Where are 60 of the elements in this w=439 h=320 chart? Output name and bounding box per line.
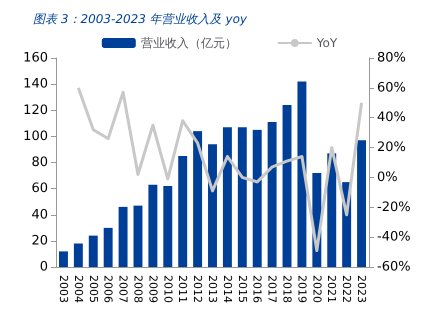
y2-tick-label: 80%	[377, 50, 406, 66]
x-tick-label: 2014	[220, 275, 234, 303]
y-tick-label: 100	[23, 128, 48, 144]
y-tick-label: 20	[31, 233, 48, 248]
bar	[104, 228, 113, 267]
x-tick-label: 2018	[280, 275, 294, 303]
x-tick-label: 2010	[161, 275, 174, 303]
y2-tick-label: 0%	[377, 170, 398, 185]
bar	[252, 130, 262, 267]
bar	[88, 236, 98, 267]
bar	[357, 140, 366, 267]
x-tick-label: 2012	[191, 275, 204, 303]
x-tick-label: 2006	[102, 275, 115, 303]
bar	[148, 184, 158, 267]
bar	[134, 206, 142, 267]
x-tick-label: 2008	[131, 275, 144, 303]
x-tick-label: 2007	[116, 275, 130, 303]
bar	[222, 127, 232, 267]
bar	[163, 186, 172, 267]
legend-label: YoY	[316, 36, 338, 50]
x-tick-label: 2009	[146, 275, 160, 303]
x-tick-label: 2021	[325, 275, 338, 303]
y2-tick-label: -60%	[377, 260, 411, 274]
x-tick-label: 2005	[86, 275, 100, 303]
y-tick-label: 40	[31, 207, 48, 222]
bar	[208, 144, 217, 267]
bar	[178, 156, 188, 267]
bar	[118, 206, 128, 267]
x-tick-label: 2004	[72, 275, 85, 303]
y-tick-label: 80	[31, 155, 48, 170]
x-tick-label: 2023	[355, 275, 368, 303]
bar	[238, 127, 247, 267]
y-tick-label: 160	[23, 50, 48, 66]
y-tick-label: 140	[23, 76, 48, 92]
bar	[74, 243, 83, 267]
y2-tick-label: -40%	[377, 230, 411, 245]
y-tick-label: 120	[23, 102, 48, 118]
y2-tick-label: 60%	[377, 80, 406, 96]
legend-label: 营业收入（亿元）	[140, 36, 237, 50]
x-tick-label: 2003	[56, 275, 70, 303]
y2-tick-label: 20%	[377, 140, 406, 156]
x-tick-label: 2019	[295, 275, 308, 303]
y-tick-label: 60	[31, 181, 48, 196]
bar	[268, 122, 277, 267]
x-tick-label: 2015	[236, 275, 249, 303]
bar	[58, 251, 68, 267]
x-tick-label: 2011	[176, 275, 190, 303]
x-tick-label: 2013	[206, 275, 219, 303]
x-tick-label: 2020	[310, 275, 324, 303]
y2-tick-label: 40%	[377, 110, 406, 126]
line-series	[76, 86, 364, 252]
chart-title: 图表 3：2003-2023 年营业收入及 yoy	[33, 12, 248, 26]
bar	[282, 105, 292, 267]
x-tick-label: 2017	[266, 275, 279, 303]
x-tick-label: 2022	[340, 275, 354, 303]
bar	[193, 131, 202, 267]
bar	[297, 82, 306, 267]
y-tick-label: 0	[40, 260, 48, 274]
x-tick-label: 2016	[250, 275, 264, 303]
y2-tick-label: -20%	[377, 200, 411, 215]
